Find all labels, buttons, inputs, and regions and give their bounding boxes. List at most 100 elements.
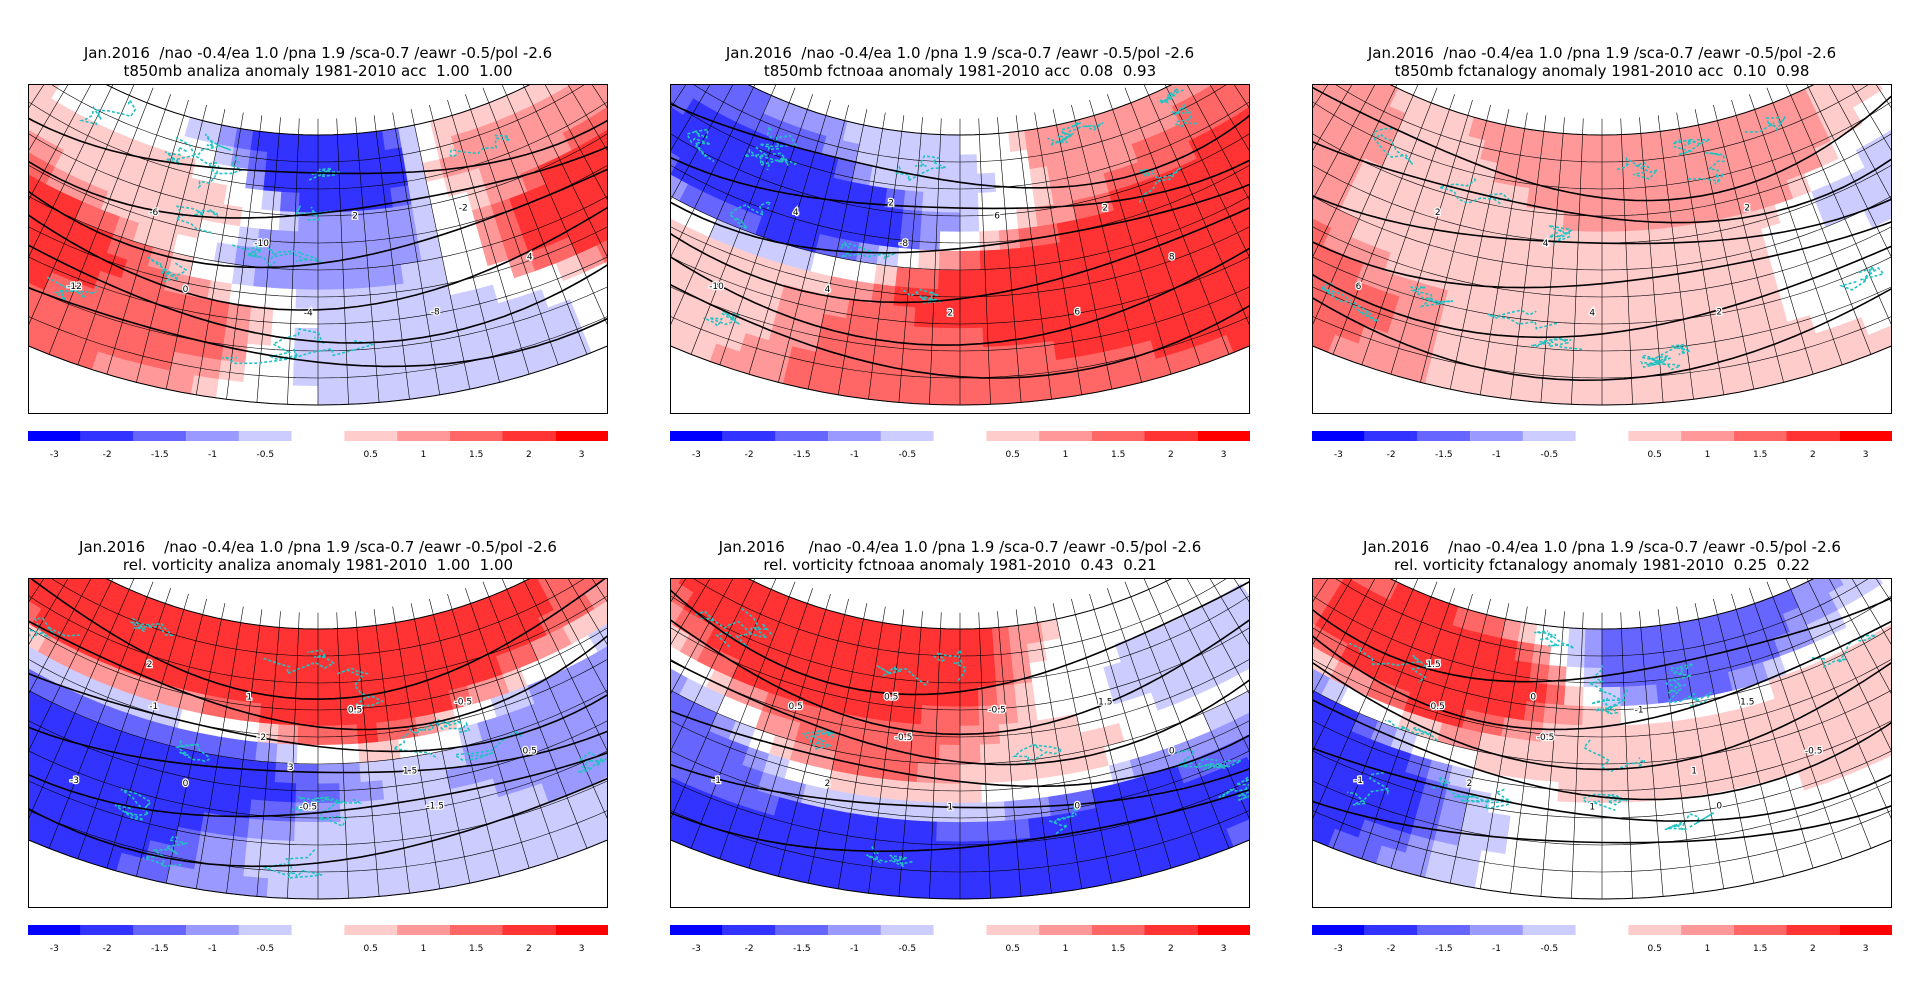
coastlines <box>692 608 1249 869</box>
map-outline <box>29 85 607 406</box>
contour-label: 4 <box>825 285 831 295</box>
contour-label: 2 <box>147 660 153 670</box>
map-frame: -12 -10 -8 -6 -4 -2 0 2 4 <box>28 84 608 414</box>
colorbar-tick-label: -1.5 <box>151 450 169 460</box>
colorbar-swatch <box>502 431 556 441</box>
map-outline <box>1313 579 1891 900</box>
contour-label: 2 <box>825 779 831 789</box>
colorbar-tick-label: 0.5 <box>1006 450 1020 460</box>
colorbar-tick-label: -1.5 <box>151 944 169 954</box>
contour-label: 1 <box>947 802 953 812</box>
colorbar-swatch <box>1786 431 1840 441</box>
colorbar-tick-label: -3 <box>692 944 701 954</box>
colorbar-swatch <box>80 925 134 935</box>
colorbar-swatch <box>1786 925 1840 935</box>
contour-label: 0 <box>1530 693 1536 703</box>
contour-label: 2 <box>1744 204 1750 214</box>
contour-label: 0.5 <box>348 706 362 716</box>
colorbar-tick-label: -0.5 <box>257 944 275 954</box>
colorbar-swatch <box>986 431 1040 441</box>
colorbar-tick-label: -0.5 <box>1541 450 1559 460</box>
colorbar-swatch <box>449 431 503 441</box>
map-outline <box>671 85 1249 406</box>
contour-label: 0 <box>183 285 189 295</box>
colorbar-swatch <box>238 925 292 935</box>
coastlines <box>685 86 1198 328</box>
colorbar-swatch <box>238 431 292 441</box>
contours <box>29 579 607 868</box>
contour-label: 6 <box>1074 308 1080 318</box>
colorbar-tick-label: 2 <box>1810 944 1816 954</box>
colorbar-tick-label: 2 <box>526 944 532 954</box>
map-svg: -3 -2 -1.5 -1 -0.5 -0.5 0 0.5 0.5 1 1.5 2 3 <box>29 579 607 900</box>
colorbar-tick-label: 0.5 <box>364 450 378 460</box>
contour-label: 6 <box>1356 282 1362 292</box>
contours <box>29 117 607 368</box>
panel-title: Jan.2016 /nao -0.4/ea 1.0 /pna 1.9 /sca-… <box>79 538 557 574</box>
contour-label: -2 <box>459 204 468 214</box>
colorbar-tick-label: 1.5 <box>1753 450 1767 460</box>
colorbar: -3 -2 -1.5 -1 -0.5 0.5 1 1.5 2 3 <box>1312 923 1892 955</box>
map-frame: 6 4 2 2 4 2 <box>1312 84 1892 414</box>
contour-label: 1.5 <box>403 766 417 776</box>
contour-label: -0.5 <box>895 733 913 743</box>
colorbar-tick-label: 1.5 <box>469 944 483 954</box>
colorbar-tick-label: 3 <box>1863 944 1869 954</box>
colorbar-swatch <box>133 925 187 935</box>
colorbar-swatch <box>397 925 450 935</box>
colorbar-tick-label: -1.5 <box>1435 944 1453 954</box>
colorbar: -3 -2 -1.5 -1 -0.5 0.5 1 1.5 2 3 <box>670 429 1250 461</box>
colorbar-tick-label: -1 <box>850 944 859 954</box>
colorbar-swatch <box>828 925 881 935</box>
colorbar-tick-label: 1 <box>421 450 427 460</box>
colorbar-swatch <box>1681 925 1734 935</box>
colorbar-swatch <box>775 925 829 935</box>
contour-label: -1 <box>712 776 721 786</box>
map-frame: -3 -2 -1.5 -1 -0.5 -0.5 0 0.5 0.5 1 1.5 2 3 <box>28 578 608 908</box>
lat-lon-grid <box>671 85 1249 406</box>
map-outline <box>671 579 1249 900</box>
panel-title: Jan.2016 /nao -0.4/ea 1.0 /pna 1.9 /sca-… <box>1363 538 1841 574</box>
colorbar-tick-label: -3 <box>50 944 59 954</box>
colorbar-tick-label: -2 <box>103 944 112 954</box>
contour-label: -4 <box>304 308 313 318</box>
colorbar-swatch <box>1417 925 1471 935</box>
colorbar-swatch <box>1733 925 1787 935</box>
colorbar-swatch <box>722 431 776 441</box>
contour-label: 2 <box>1435 208 1441 218</box>
colorbar-swatch <box>1733 431 1787 441</box>
contour-label: -6 <box>149 208 158 218</box>
contours <box>1313 86 1891 382</box>
lat-lon-grid <box>1313 85 1891 406</box>
colorbar-swatch <box>344 925 398 935</box>
colorbar-tick-label: 1 <box>1063 944 1069 954</box>
colorbar-swatch <box>775 431 829 441</box>
contour-label: 0 <box>183 779 189 789</box>
map-outline <box>29 579 607 900</box>
map-outline <box>1313 85 1891 406</box>
shaded-field <box>1313 579 1891 899</box>
contour-label: -1.5 <box>426 802 444 812</box>
colorbar-tick-label: 0.5 <box>1648 450 1662 460</box>
contour-label: 6 <box>994 212 1000 222</box>
colorbar-swatch <box>1197 925 1250 935</box>
contour-label: 1.5 <box>1426 660 1440 670</box>
colorbar-swatch <box>1364 431 1418 441</box>
colorbar-svg: -3 -2 -1.5 -1 -0.5 0.5 1 1.5 2 3 <box>28 925 608 954</box>
contour-label: 1 <box>1691 766 1697 776</box>
map-svg: 6 4 2 2 4 2 <box>1313 85 1891 406</box>
colorbar-tick-label: -2 <box>1387 450 1396 460</box>
colorbar-swatch <box>1522 925 1576 935</box>
colorbar-tick-label: -3 <box>1334 450 1343 460</box>
contour-label: 2 <box>1716 308 1722 318</box>
contour-label: -8 <box>431 308 440 318</box>
colorbar-tick-label: -1 <box>1492 944 1501 954</box>
colorbar-tick-label: 3 <box>579 944 585 954</box>
map-svg: -10 -8 6 4 2 2 4 6 8 2 <box>671 85 1249 406</box>
colorbar-tick-label: 3 <box>1863 450 1869 460</box>
colorbar-tick-label: 0.5 <box>1006 944 1020 954</box>
colorbar-tick-label: 3 <box>579 450 585 460</box>
colorbar-tick-label: 0.5 <box>1648 944 1662 954</box>
colorbar-swatch <box>186 925 239 935</box>
colorbar-tick-label: 2 <box>1810 450 1816 460</box>
